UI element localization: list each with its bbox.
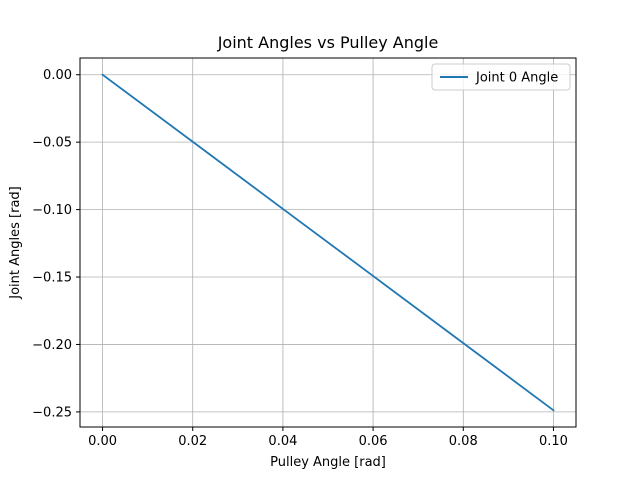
legend-entry-label: Joint 0 Angle [475, 71, 558, 86]
legend-box [431, 63, 571, 91]
series-line [101, 73, 555, 412]
x-tick-label: 0.02 [178, 434, 207, 449]
series-layer [101, 73, 555, 412]
y-tick-label: −0.25 [32, 405, 72, 420]
grid-lines [80, 58, 576, 427]
y-axis-label: Joint Angles [rad] [8, 186, 23, 299]
legend: Joint 0 Angle [431, 63, 571, 91]
y-tick-label: −0.15 [32, 271, 72, 286]
y-tick-label: −0.10 [32, 203, 72, 218]
y-tick-label: 0.00 [43, 68, 72, 83]
plot-area-frame [79, 57, 577, 428]
x-axis-ticks: 0.00 0.02 0.04 0.06 0.08 0.10 [88, 427, 568, 449]
x-tick-label: 0.04 [268, 434, 297, 449]
y-axis-ticks: 0.00 −0.05 −0.10 −0.15 −0.20 −0.25 [32, 68, 80, 420]
x-tick-label: 0.10 [539, 434, 568, 449]
y-tick-label: −0.20 [32, 338, 72, 353]
x-axis-label: Pulley Angle [rad] [270, 455, 386, 470]
chart-title: Joint Angles vs Pulley Angle [217, 33, 439, 52]
y-tick-label: −0.05 [32, 136, 72, 151]
x-tick-label: 0.08 [449, 434, 478, 449]
x-tick-label: 0.00 [88, 434, 117, 449]
x-tick-label: 0.06 [359, 434, 388, 449]
